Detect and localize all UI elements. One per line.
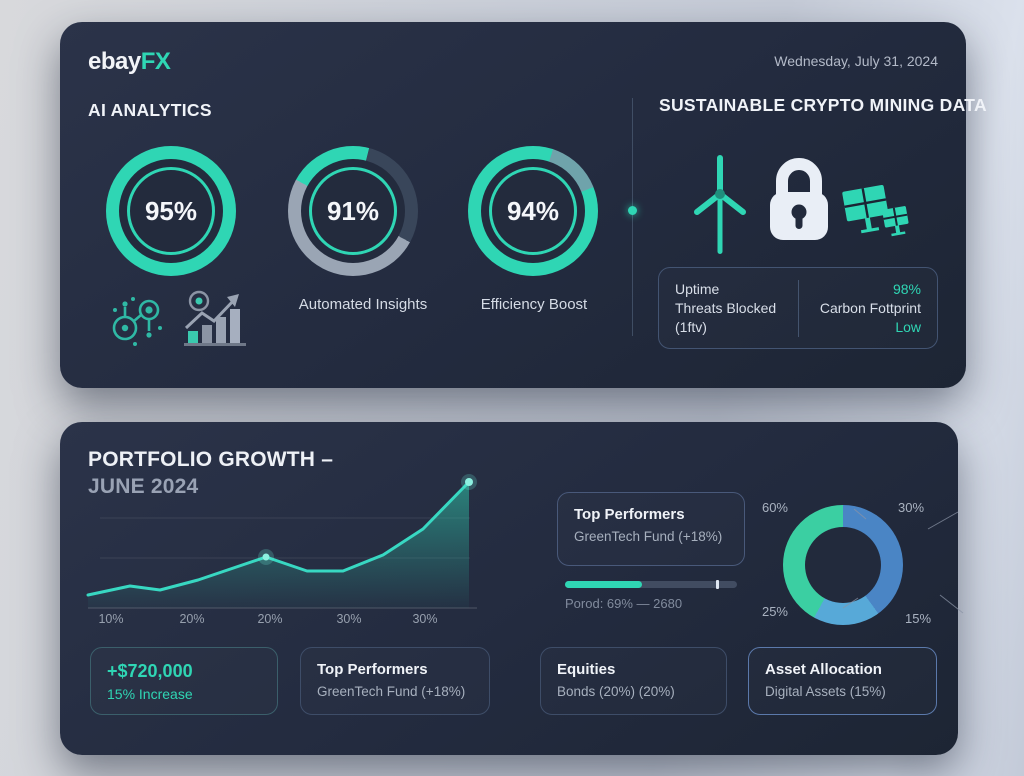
divider-dot: [628, 206, 637, 215]
donut-label-60: 60%: [761, 500, 788, 515]
gauge-value: 91%: [326, 195, 380, 226]
asset-allocation-donut: [783, 505, 903, 625]
portfolio-card: PORTFOLIO GROWTH – JUNE 2024 10% 20% 20%…: [60, 422, 964, 755]
gauge-ring-95: 95%: [106, 146, 236, 276]
stat-carbon-value: Low: [895, 318, 921, 335]
lock-icon: [770, 158, 828, 240]
mining-title: SUSTAINABLE CRYPTO MINING DATA: [659, 95, 987, 115]
donut-label-15: 15%: [905, 611, 932, 626]
x-axis-tick: 10%: [98, 612, 124, 626]
brand-logo: ebayFX: [88, 48, 171, 76]
summary-card-asset-allocation[interactable]: Asset Allocation Digital Assets (15%): [748, 647, 937, 715]
x-axis-tick: 30%: [336, 612, 362, 626]
summary-card-equities[interactable]: Equities Bonds (20%) (20%): [540, 647, 727, 715]
gauge-inner-ring: [127, 167, 215, 255]
summary-subtitle: GreenTech Fund (+18%): [317, 684, 466, 699]
summary-title: Top Performers: [317, 661, 428, 678]
gauge-inner-ring: [489, 167, 577, 255]
summary-title: Equities: [557, 661, 616, 678]
x-axis-tick: 20%: [179, 612, 205, 626]
portfolio-growth-chart: [86, 474, 477, 609]
x-axis-tick: 30%: [412, 612, 438, 626]
network-molecule-icon: [112, 297, 162, 346]
top-performers-subtitle: GreenTech Fund (+18%): [574, 529, 723, 544]
ai-analytics-title: AI ANALYTICS: [88, 100, 212, 120]
gain-amount: +$720,000: [107, 661, 193, 681]
stat-extra-label: (1ftv): [675, 318, 707, 335]
portfolio-title: PORTFOLIO GROWTH – JUNE 2024: [88, 446, 333, 500]
summary-card-top-performers[interactable]: Top Performers GreenTech Fund (+18%): [300, 647, 490, 715]
progress-caption: Porod: 69% — 2680: [565, 596, 683, 611]
date-label: Wednesday, July 31, 2024: [774, 53, 938, 69]
donut-callout-lines: [842, 508, 964, 614]
top-performers-card[interactable]: Top Performers GreenTech Fund (+18%): [557, 492, 745, 566]
progress-tick: [716, 580, 720, 589]
mining-stats-card[interactable]: Uptime Threats Blocked (1ftv) 98% Carbon…: [658, 267, 938, 349]
portfolio-title-line1: PORTFOLIO GROWTH –: [88, 448, 334, 471]
gain-percent: 15% Increase: [107, 686, 193, 702]
solar-panels-icon: [842, 185, 909, 237]
section-divider: [632, 98, 633, 336]
gauge-label-efficiency-boost: Efficiency Boost: [480, 296, 588, 313]
summary-card-gain[interactable]: +$720,000 15% Increase: [90, 647, 278, 715]
analytics-card: ebayFX Wednesday, July 31, 2024 AI ANALY…: [60, 22, 987, 388]
stat-uptime-label: Uptime: [675, 280, 720, 297]
portfolio-title-line2: JUNE 2024: [88, 475, 199, 498]
donut-label-25: 25%: [761, 604, 788, 619]
stat-threats-label: Threats Blocked: [675, 299, 777, 316]
stat-uptime-value: 98%: [892, 280, 921, 297]
donut-label-30: 30%: [898, 500, 925, 515]
period-progress-bar[interactable]: [565, 580, 737, 589]
x-axis-tick: 20%: [257, 612, 283, 626]
progress-fill: [565, 581, 643, 588]
gauge-ring-94: 94%: [468, 146, 598, 276]
summary-title: Asset Allocation: [765, 661, 882, 678]
gauge-value: 95%: [144, 195, 198, 226]
brand-logo-prefix: ebay: [88, 48, 141, 75]
top-performers-title: Top Performers: [574, 506, 685, 523]
gauge-label-automated-insights: Automated Insights: [298, 296, 428, 313]
growth-bars-icon: [184, 290, 246, 346]
summary-subtitle: Bonds (20%) (20%): [557, 684, 675, 699]
gauge-value: 94%: [506, 195, 560, 226]
gauge-inner-ring: [309, 167, 397, 255]
brand-logo-suffix: FX: [140, 48, 171, 75]
stat-carbon-label: Carbon Fottprint: [819, 299, 921, 316]
summary-subtitle: Digital Assets (15%): [765, 684, 886, 699]
gauge-ring-91: 91%: [288, 146, 418, 276]
wind-turbine-icon: [694, 155, 746, 254]
